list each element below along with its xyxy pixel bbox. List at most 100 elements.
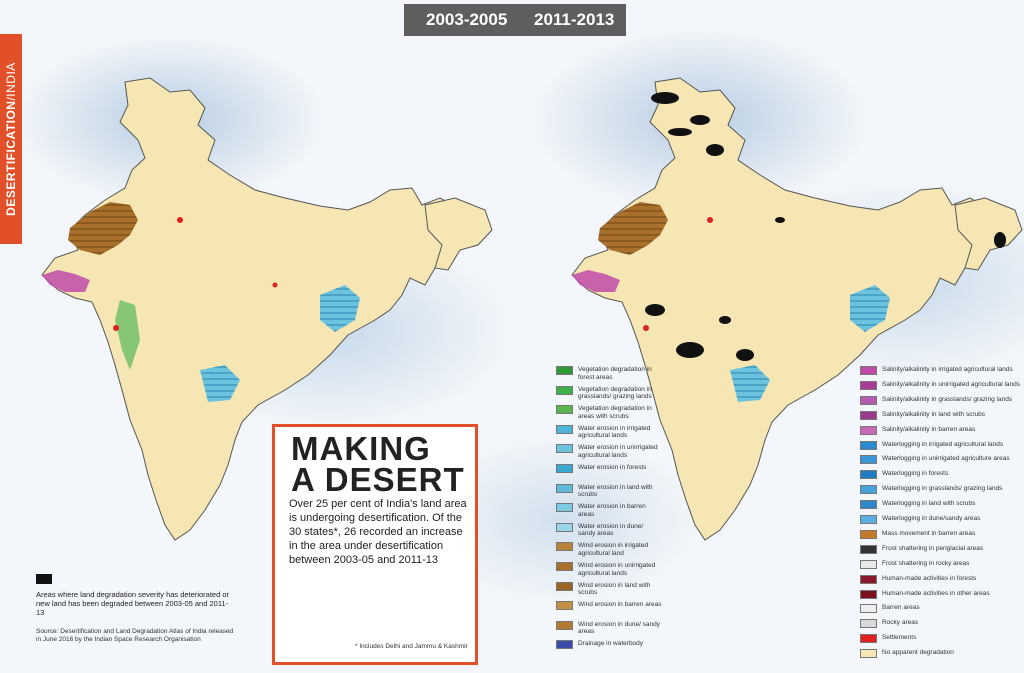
legend-swatch: [860, 470, 877, 480]
legend-label: Vegetation degradation in grasslands/ gr…: [578, 385, 652, 401]
legend-item: Waterlogging in irrigated agricultural l…: [860, 440, 1020, 450]
side-tab: DESERTIFICATION/INDIA: [0, 34, 22, 244]
legend-label: Waterlogging in unirrigated agriculture …: [882, 455, 1010, 463]
legend-label: Waterlogging in grasslands/ grazing land…: [882, 485, 1003, 493]
legend-label: Vegetation degradation in forest areas: [578, 366, 652, 381]
legend-label: Water erosion in dune/ sandy areas: [578, 522, 644, 538]
odisha-water-erosion: [320, 285, 360, 332]
legend-label: Rocky areas: [882, 619, 919, 627]
period-label-2011-2013: 2011-2013: [524, 4, 626, 36]
legend-swatch: [860, 380, 877, 390]
legend-item: Waterlogging in dune/sandy areas: [860, 515, 1020, 524]
legend-item: Settlements: [860, 634, 1020, 644]
black-area-swatch: [36, 574, 52, 584]
settlement-marker: [272, 282, 278, 288]
title-line-1: MAKING: [291, 430, 431, 467]
india-outline: [41, 77, 471, 541]
legend-item: Human-made activities in forests: [860, 574, 1020, 584]
legend-swatch: [860, 544, 877, 554]
subtitle: Over 25 per cent of India's land area is…: [289, 498, 467, 566]
title-line-2: A DESERT: [291, 461, 465, 498]
west-coast-vegetation: [115, 300, 140, 370]
legend-label: Human-made activities in other areas: [882, 589, 990, 597]
legend-label: Water erosion in irrigated agricultural …: [578, 424, 651, 440]
legend-label: Water erosion in unirrigated agricultura…: [578, 444, 658, 459]
legend-label: Salinity/alkalinity in land with scrubs: [882, 410, 985, 418]
legend-item: Vegetation degradation in grasslands/ gr…: [556, 385, 662, 401]
legend-label: Waterlogging in forests: [882, 470, 949, 478]
legend-item: Mass movement in barren areas: [860, 529, 1020, 539]
legend-label: Mass movement in barren areas: [882, 529, 976, 537]
legend-item: Salinity/alkalinity in unirrigated agric…: [860, 380, 1021, 390]
legend-label: Salinity/alkalinity in unirrigated agric…: [882, 380, 1021, 388]
legend-label: Salinity/alkalinity in barren areas: [882, 425, 976, 433]
legend-item: Waterlogging in unirrigated agriculture …: [860, 455, 1020, 465]
legend-item: No apparent degradation: [860, 649, 1020, 659]
legend-item: Rocky areas: [860, 619, 1020, 629]
legend-swatch: [556, 424, 573, 434]
odisha-water-erosion: [850, 285, 890, 332]
side-tab-region: INDIA: [4, 62, 18, 97]
legend-label: Settlements: [882, 634, 917, 642]
legend-label: Water erosion in barren areas: [578, 503, 646, 518]
legend-swatch: [556, 542, 573, 552]
legend-swatch: [860, 425, 877, 435]
legend-swatch: [860, 366, 877, 375]
northeast-region: [424, 197, 493, 271]
legend-swatch: [860, 500, 877, 510]
legend-swatch: [860, 455, 877, 465]
legend-label: Human-made activities in forests: [882, 574, 977, 582]
legend-swatch: [860, 589, 877, 599]
legend-item: Frost shattering in rocky areas: [860, 559, 1020, 569]
legend-item: Waterlogging in grasslands/ grazing land…: [860, 485, 1020, 495]
legend-item: Wind erosion in dune/ sandy areas: [556, 620, 662, 636]
legend-swatch: [860, 634, 877, 644]
legend-label: Wind erosion in unirrigated agricultural…: [578, 562, 656, 577]
kutch-salinity: [572, 270, 620, 292]
legend-item: Water erosion in forests: [556, 464, 662, 473]
settlement-marker: [113, 325, 119, 331]
legend-label: Waterlogging in dune/sandy areas: [882, 515, 981, 522]
legend-label: Vegetation degradation in areas with scr…: [578, 405, 652, 420]
source-note: Source: Desertification and Land Degrada…: [36, 628, 234, 643]
legend-swatch: [860, 574, 877, 584]
legend-swatch: [860, 395, 877, 405]
legend-swatch: [556, 464, 573, 473]
side-tab-separator: /: [4, 96, 18, 101]
legend-item: Salinity/alkalinity in grasslands/ grazi…: [860, 395, 1020, 405]
legend-item: Human-made activities in other areas: [860, 589, 1020, 599]
legend-swatch: [556, 601, 573, 611]
india-map-2003-2005: [41, 77, 493, 541]
legend-label: Waterlogging in irrigated agricultural l…: [882, 440, 1004, 448]
settlement-marker: [707, 217, 713, 223]
legend-item: Waterlogging in forests: [860, 470, 1020, 480]
legend-swatch: [556, 483, 573, 493]
legend-item: Salinity/alkalinity in irrigated agricul…: [860, 366, 1020, 375]
legend-swatch: [860, 649, 877, 659]
legend-label: Salinity/alkalinity in grasslands/ grazi…: [882, 395, 1013, 403]
legend-item: Water erosion in unirrigated agricultura…: [556, 444, 662, 459]
legend-label: Waterlogging in land with scrubs: [882, 500, 976, 508]
legend-label: Wind erosion in barren areas: [578, 601, 662, 609]
india-map-2011-2013: [571, 77, 1023, 541]
legend-swatch: [860, 619, 877, 629]
india-outline: [571, 77, 1001, 541]
legend-item: Water erosion in barren areas: [556, 503, 662, 518]
legend-item: Wind erosion in irrigated agricultural l…: [556, 542, 662, 557]
rajasthan-wind-erosion: [598, 202, 668, 255]
legend-item: Wind erosion in unirrigated agricultural…: [556, 562, 662, 577]
title: MAKING A DESERT: [291, 430, 465, 498]
legend-item: Waterlogging in land with scrubs: [860, 500, 1020, 510]
legend-label: Drainage in waterbody: [578, 640, 644, 648]
period-label-2003-2005: 2003-2005: [404, 4, 524, 36]
legend-swatch: [556, 522, 573, 532]
legend-item: Frost shattering in periglacial areas: [860, 544, 1020, 554]
legend-item: Vegetation degradation in areas with scr…: [556, 405, 662, 420]
settlement-marker: [643, 325, 649, 331]
legend-swatch: [860, 529, 877, 539]
legend-swatch: [556, 385, 573, 395]
legend-swatch: [556, 640, 573, 650]
legend-label: Wind erosion in land with scrubs: [578, 581, 651, 597]
legend-item: Wind erosion in barren areas: [556, 601, 662, 611]
northeast-region: [954, 197, 1023, 271]
